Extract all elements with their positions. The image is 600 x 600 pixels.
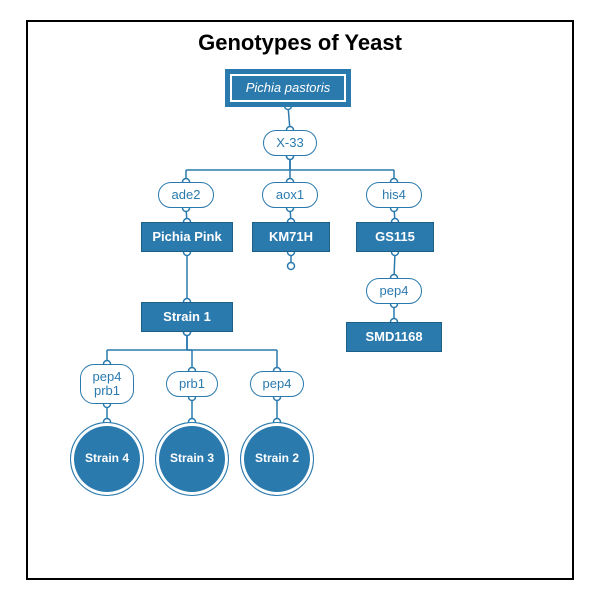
node-smd1168: SMD1168 xyxy=(346,322,442,352)
node-pep4prb1: pep4 prb1 xyxy=(80,364,134,404)
page-title: Genotypes of Yeast xyxy=(28,30,572,56)
node-ade2: ade2 xyxy=(158,182,214,208)
node-pep4: pep4 xyxy=(250,371,304,397)
node-strain3: Strain 3 xyxy=(155,422,229,496)
node-gs115: GS115 xyxy=(356,222,434,252)
node-pichiapink: Pichia Pink xyxy=(141,222,233,252)
diagram-frame: Genotypes of Yeast Pichia pastoris X-33 ad… xyxy=(26,20,574,580)
node-prb1: prb1 xyxy=(166,371,218,397)
connector-layer xyxy=(28,22,576,582)
node-strain2: Strain 2 xyxy=(240,422,314,496)
node-km71h: KM71H xyxy=(252,222,330,252)
node-root: Pichia pastoris xyxy=(226,70,350,106)
node-strain1: Strain 1 xyxy=(141,302,233,332)
node-aox1: aox1 xyxy=(262,182,318,208)
node-pep4g: pep4 xyxy=(366,278,422,304)
node-strain4: Strain 4 xyxy=(70,422,144,496)
node-his4: his4 xyxy=(366,182,422,208)
node-x33: X-33 xyxy=(263,130,317,156)
